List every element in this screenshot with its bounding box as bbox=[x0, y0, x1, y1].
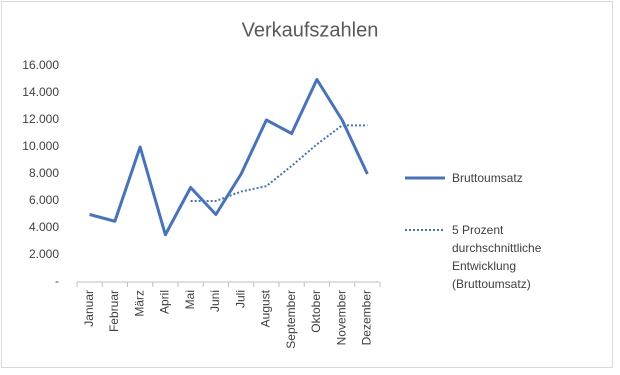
x-tick-label: November bbox=[334, 290, 348, 345]
y-tick-label: 2.000 bbox=[29, 247, 59, 261]
y-tick-label: 6.000 bbox=[29, 193, 59, 207]
legend-label: Bruttoumsatz bbox=[452, 171, 523, 185]
chart-title: Verkaufszahlen bbox=[242, 19, 379, 41]
x-tick-label: Oktober bbox=[309, 290, 323, 333]
y-tick-label: - bbox=[55, 274, 59, 288]
x-tick-label: August bbox=[259, 289, 273, 327]
chart-frame bbox=[1, 1, 613, 368]
series-line bbox=[89, 78, 369, 237]
x-tick-label: Februar bbox=[107, 290, 121, 332]
series-line bbox=[190, 124, 368, 202]
legend-label: 5 Prozent durchschnittliche Entwicklung … bbox=[452, 223, 542, 291]
x-tick-label: Mai bbox=[183, 290, 197, 309]
x-tick-label: April bbox=[158, 290, 172, 314]
x-tick-label: Dezember bbox=[360, 290, 374, 345]
x-tick-label: März bbox=[132, 290, 146, 317]
y-tick-label: 4.000 bbox=[29, 220, 59, 234]
y-tick-label: 12.000 bbox=[22, 112, 59, 126]
x-tick-label: Juli bbox=[233, 290, 247, 308]
y-tick-label: 16.000 bbox=[22, 58, 59, 72]
x-tick-label: Januar bbox=[82, 290, 96, 327]
x-tick-label: September bbox=[284, 290, 298, 349]
y-tick-label: 10.000 bbox=[22, 139, 59, 153]
x-tick-label: Juni bbox=[208, 290, 222, 312]
y-tick-label: 14.000 bbox=[22, 85, 59, 99]
y-tick-label: 8.000 bbox=[29, 166, 59, 180]
